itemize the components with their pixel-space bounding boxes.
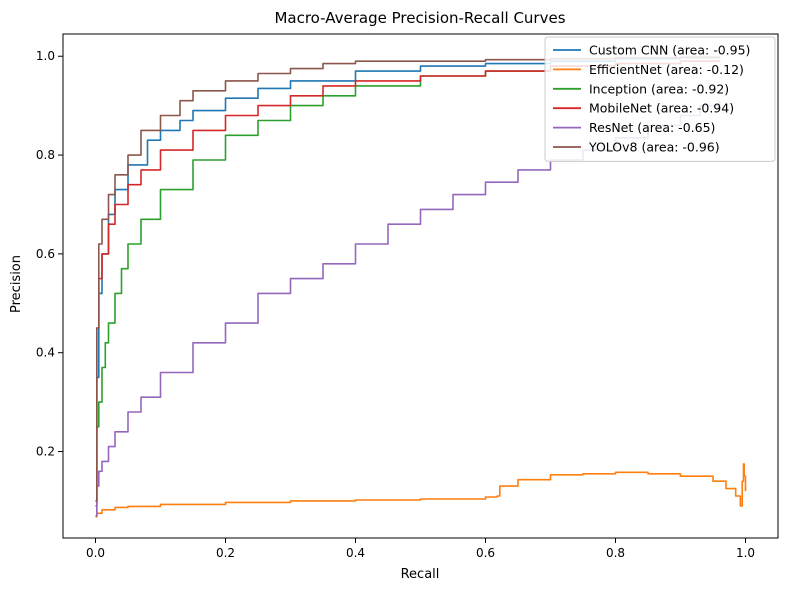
y-axis-label: Precision xyxy=(9,255,24,313)
x-tick-label: 0.8 xyxy=(606,546,625,560)
legend-label-2: Inception (area: -0.92) xyxy=(589,81,729,96)
x-axis-label: Recall xyxy=(401,567,440,582)
legend-label-5: YOLOv8 (area: -0.96) xyxy=(588,140,720,155)
x-tick-label: 0.0 xyxy=(86,546,105,560)
y-tick-label: 0.8 xyxy=(36,148,55,162)
legend-label-4: ResNet (area: -0.65) xyxy=(589,120,715,135)
plot-area: 0.0 0.2 0.4 0.6 0.8 1.0 0.2 0.4 0.6 0.8 1.0 xyxy=(36,33,779,560)
x-tick-label: 1.0 xyxy=(736,546,755,560)
x-tick-label: 0.6 xyxy=(476,546,495,560)
chart-title: Macro-Average Precision-Recall Curves xyxy=(274,9,565,27)
y-tick-label: 0.2 xyxy=(36,445,55,459)
y-tick-label: 0.6 xyxy=(36,247,55,261)
legend-label-0: Custom CNN (area: -0.95) xyxy=(589,43,750,58)
y-tick-label: 1.0 xyxy=(36,49,55,63)
series-line-1 xyxy=(95,463,747,518)
y-tick-label: 0.4 xyxy=(36,346,55,360)
x-tick-label: 0.2 xyxy=(216,546,235,560)
legend-label-1: EfficientNet (area: -0.12) xyxy=(589,62,744,77)
legend-label-3: MobileNet (area: -0.94) xyxy=(589,101,734,116)
legend: Custom CNN (area: -0.95) EfficientNet (ar… xyxy=(544,36,776,162)
axes-frame xyxy=(62,33,779,539)
legend-box xyxy=(544,36,776,162)
x-tick-label: 0.4 xyxy=(346,546,365,560)
